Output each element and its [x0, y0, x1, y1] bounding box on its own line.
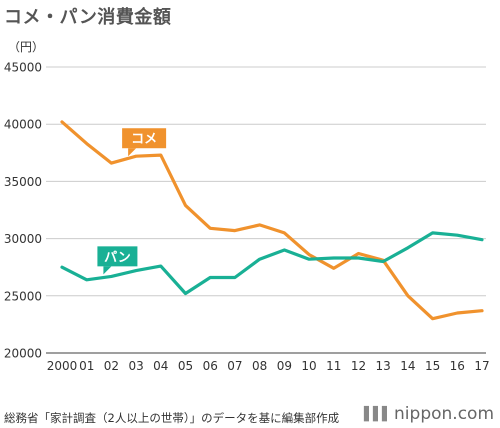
brand-logo[interactable]: ▌▌▌ nippon.com: [364, 404, 494, 424]
series-line-1: [60, 231, 484, 296]
x-tick-label: 16: [450, 359, 465, 373]
brand-name: nippon.com: [394, 404, 494, 424]
y-tick-label: 20000: [4, 347, 42, 361]
x-tick-label: 14: [400, 359, 415, 373]
grid-lines: [46, 66, 486, 354]
signal-bars-icon: ▌▌▌: [364, 406, 392, 422]
x-tick-label: 06: [203, 359, 218, 373]
y-tick-label: 40000: [4, 118, 42, 132]
x-tick-label: 15: [425, 359, 440, 373]
x-tick-label: 13: [376, 359, 391, 373]
x-tick-label: 11: [326, 359, 341, 373]
y-tick-label: 25000: [4, 289, 42, 303]
x-tick-label: 08: [252, 359, 267, 373]
x-tick-label: 2000: [47, 359, 78, 373]
x-tick-label: 17: [474, 359, 489, 373]
chart-title: コメ・パン消費金額: [4, 7, 172, 28]
x-tick-label: 02: [104, 359, 119, 373]
x-tick-label: 07: [227, 359, 242, 373]
series-label-text: コメ: [131, 132, 157, 147]
y-tick-label: 30000: [4, 232, 42, 246]
x-tick-label: 09: [277, 359, 292, 373]
series-label-pointer: [103, 266, 112, 275]
source-note: 総務省「家計調査（2人以上の世帯）」のデータを基に編集部作成: [4, 411, 340, 425]
series-lines: [60, 120, 484, 321]
y-tick-label: 35000: [4, 175, 42, 189]
x-tick-label: 01: [79, 359, 94, 373]
series-line-0: [60, 120, 484, 321]
x-tick-label: 10: [301, 359, 316, 373]
y-tick-label: 45000: [4, 61, 42, 75]
y-axis-label: （円）: [8, 40, 44, 54]
x-tick-label: 12: [351, 359, 366, 373]
series-label-1: パン: [97, 246, 138, 275]
series-label-pointer: [128, 148, 137, 157]
line-chart: （円） 20000 25000 30000 35000 40000 45000 2000 01 0…: [4, 40, 490, 373]
series-label-box: [97, 246, 138, 267]
series-label-0: コメ: [122, 128, 167, 157]
axes: （円） 20000 25000 30000 35000 40000 45000 2000 01 0…: [4, 40, 490, 373]
series-label-box: [122, 128, 167, 149]
x-tick-label: 05: [178, 359, 193, 373]
series-label-text: パン: [104, 250, 131, 265]
x-tick-label: 04: [153, 359, 168, 373]
x-tick-label: 03: [128, 359, 143, 373]
